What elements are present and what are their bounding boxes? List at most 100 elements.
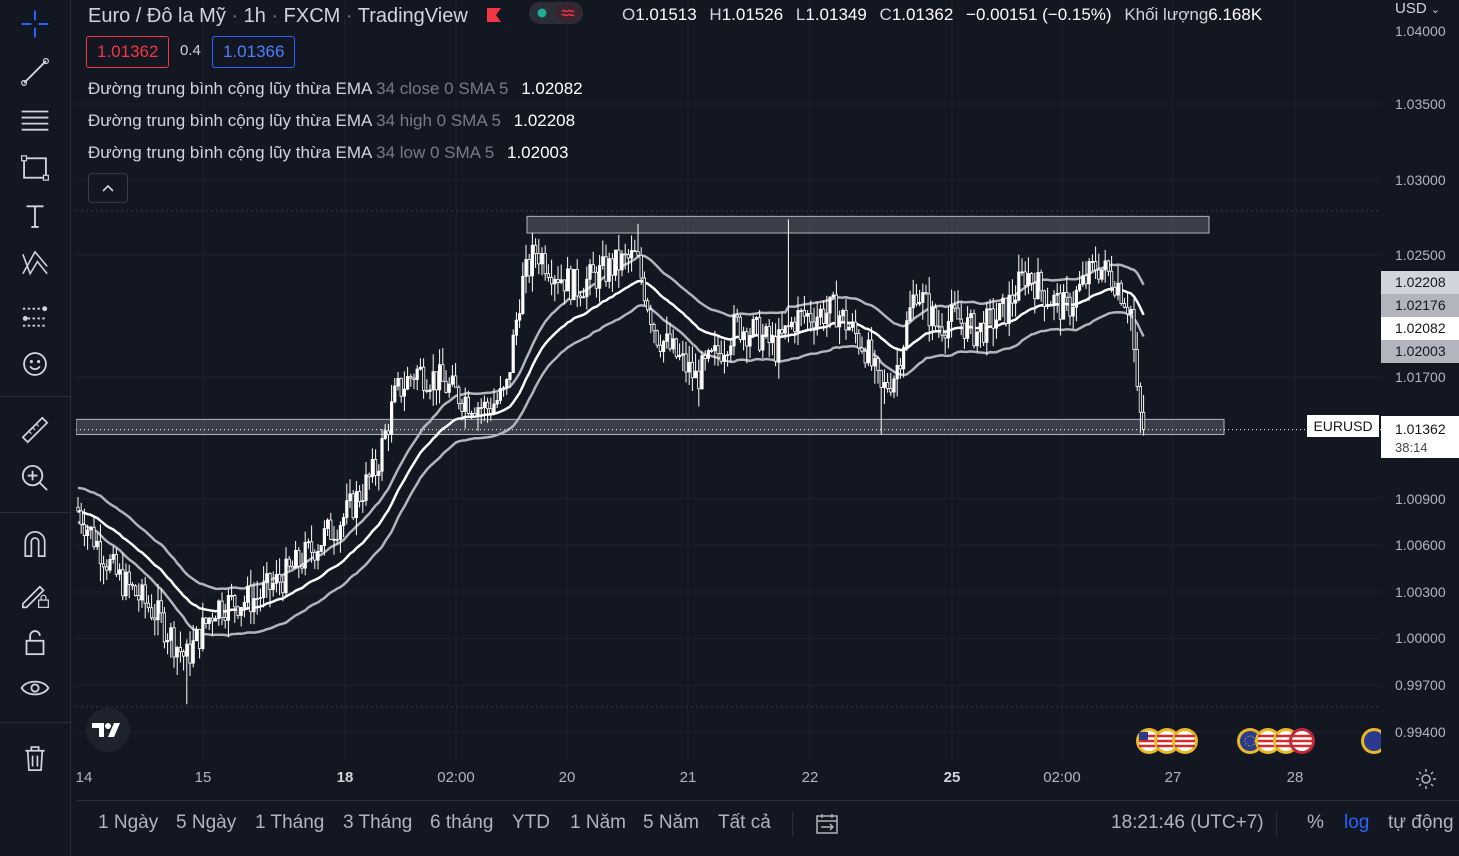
candle-body [319,545,323,552]
currency-selector[interactable]: USD ⌄ [1395,0,1440,17]
tradingview-logo[interactable] [86,708,130,752]
candle-body [309,541,314,553]
indicator-ema-close[interactable]: Đường trung bình cộng lũy thừa EMA 34 cl… [88,78,583,100]
candle-body [578,295,583,299]
emoji-icon[interactable] [13,344,57,384]
candle-body [444,380,448,393]
candle-body [290,565,294,569]
candle-body [796,310,800,333]
exchange-label: FXCM [283,5,341,27]
settings-gear-icon[interactable] [1414,767,1438,796]
toolbar-separator [0,396,70,397]
candle-body [1071,306,1075,317]
symbol-title[interactable]: Euro / Đô la Mỹ · 1h · FXCM · TradingVie… [88,2,583,28]
pattern-icon[interactable] [13,244,57,284]
candle-body [898,365,903,370]
candle-body [889,388,893,393]
candle-body [930,307,935,327]
candle-body [598,265,602,289]
candle-body [303,542,307,569]
candle-body [489,408,493,414]
status-toggle[interactable] [528,2,583,31]
candle-body [130,584,135,587]
candle-body [172,627,176,658]
percent-scale-toggle[interactable]: % [1307,812,1324,833]
candle-body [386,430,391,435]
candle-body [1026,273,1031,287]
collapse-legend-button[interactable] [88,173,128,203]
time-axis[interactable]: 14 15 18 02:00 20 21 22 25 02:00 27 28 [76,768,1381,792]
indicator-params: 34 close 0 SMA 5 [376,79,509,98]
candle-body [1142,411,1146,431]
clock-timezone[interactable]: 18:21:46 (UTC+7) [1111,812,1264,833]
forecast-icon[interactable] [13,296,57,336]
economic-events[interactable] [1130,724,1381,758]
candle-body [1078,283,1082,291]
range-3m[interactable]: 3 Tháng [343,812,413,833]
log-scale-toggle[interactable]: log [1344,812,1370,833]
buy-button[interactable]: 1.01366 [212,36,296,68]
candle-body [1065,292,1069,298]
candle-body [546,273,551,278]
candle-body [834,294,839,328]
candle-body [879,370,883,388]
auto-scale-toggle[interactable]: tự động [1388,812,1454,833]
range-ytd[interactable]: YTD [512,812,550,833]
candle-body [508,372,512,380]
candle-body [105,566,109,571]
indicator-ema-low[interactable]: Đường trung bình cộng lũy thừa EMA 34 lo… [88,142,568,164]
range-6m[interactable]: 6 tháng [430,812,494,833]
range-5d[interactable]: 5 Ngày [176,812,237,833]
candle-body [572,269,576,301]
crosshair-icon[interactable] [13,4,57,44]
price-tick: 0.99700 [1395,677,1446,693]
candle-body [671,338,675,350]
magnet-icon[interactable] [13,524,57,564]
candle-body [985,308,989,343]
candle-body [156,600,160,621]
lock-pencil-icon[interactable] [13,574,57,614]
range-1m[interactable]: 1 Tháng [255,812,325,833]
candle-body [831,294,835,298]
candle-body [514,319,519,336]
close-value: 1.01362 [891,5,954,24]
range-all[interactable]: Tất cả [718,812,771,833]
candle-body [325,519,330,529]
sell-button[interactable]: 1.01362 [86,36,170,68]
lock-icon[interactable] [13,622,57,662]
trash-icon[interactable] [13,738,57,778]
indicator-name: Đường trung bình cộng lũy thừa EMA [88,143,372,162]
candle-body [828,296,832,314]
candle-body [713,345,717,352]
indicator-ema-high[interactable]: Đường trung bình cộng lũy thừa EMA 34 hi… [88,110,575,132]
candle-body [1049,304,1053,307]
candle-body [121,569,125,597]
candle-body [809,313,813,323]
eye-icon[interactable] [13,668,57,708]
range-separator [1276,811,1277,837]
candle-body [697,370,701,390]
candle-body [482,401,487,409]
price-tick: 1.00900 [1395,491,1446,507]
price-axis[interactable]: USD ⌄ 1.04000 1.03500 1.03000 1.02500 1.… [1381,0,1459,768]
candle-body [380,438,384,472]
candle-body [329,519,333,540]
date-range-icon[interactable] [814,811,840,842]
rectangle-icon[interactable] [13,148,57,188]
range-1y[interactable]: 1 Năm [570,812,626,833]
candle-body [284,558,288,594]
trend-line-icon[interactable] [13,52,57,92]
candle-body [694,370,698,379]
range-1d[interactable]: 1 Ngày [98,812,159,833]
text-icon[interactable] [13,196,57,236]
candle-body [466,396,471,414]
candle-body [258,597,262,600]
ruler-icon[interactable] [13,410,57,450]
fib-lines-icon[interactable] [13,100,57,140]
candle-body [764,326,768,336]
candle-body [89,526,93,531]
range-5y[interactable]: 5 Năm [643,812,699,833]
zoom-in-icon[interactable] [13,458,57,498]
candle-body [956,307,960,320]
price-tick: 0.99400 [1395,724,1446,740]
